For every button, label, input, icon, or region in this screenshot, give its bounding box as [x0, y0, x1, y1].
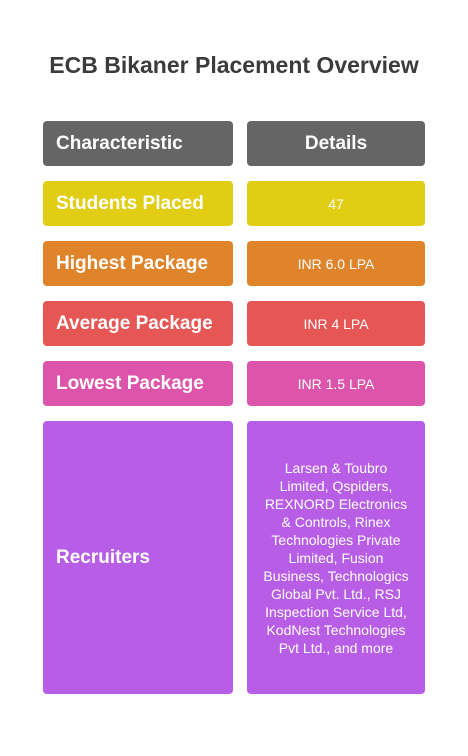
row-recruiters-label-cell: Recruiters: [43, 421, 233, 694]
row-highest-package-value-cell: INR 6.0 LPA: [247, 241, 425, 286]
row-highest-package-label-cell: Highest Package: [43, 241, 233, 286]
row-value: INR 1.5 LPA: [297, 375, 375, 392]
header-details-label: Details: [304, 132, 368, 154]
row-lowest-package-label-cell: Lowest Package: [43, 361, 233, 406]
row-label: Highest Package: [56, 252, 209, 274]
row-label: Average Package: [56, 312, 213, 334]
row-students-placed-label-cell: Students Placed: [43, 181, 233, 226]
row-lowest-package-value-cell: INR 1.5 LPA: [247, 361, 425, 406]
row-recruiters-value-cell: Larsen & Toubro Limited, Qspiders, REXNO…: [247, 421, 425, 694]
row-value: INR 4 LPA: [303, 315, 369, 332]
row-average-package-value-cell: INR 4 LPA: [247, 301, 425, 346]
header-details-cell: Details: [247, 121, 425, 166]
row-value: INR 6.0 LPA: [297, 255, 375, 272]
row-value: Larsen & Toubro Limited, Qspiders, REXNO…: [263, 459, 409, 656]
row-label: Students Placed: [56, 192, 204, 214]
row-students-placed-value-cell: 47: [247, 181, 425, 226]
header-characteristic-cell: Characteristic: [43, 121, 233, 166]
header-characteristic-label: Characteristic: [56, 132, 183, 154]
row-label: Lowest Package: [56, 372, 204, 394]
row-label: Recruiters: [56, 546, 150, 568]
row-average-package-label-cell: Average Package: [43, 301, 233, 346]
page-title: ECB Bikaner Placement Overview: [49, 52, 419, 78]
row-value: 47: [328, 195, 344, 212]
